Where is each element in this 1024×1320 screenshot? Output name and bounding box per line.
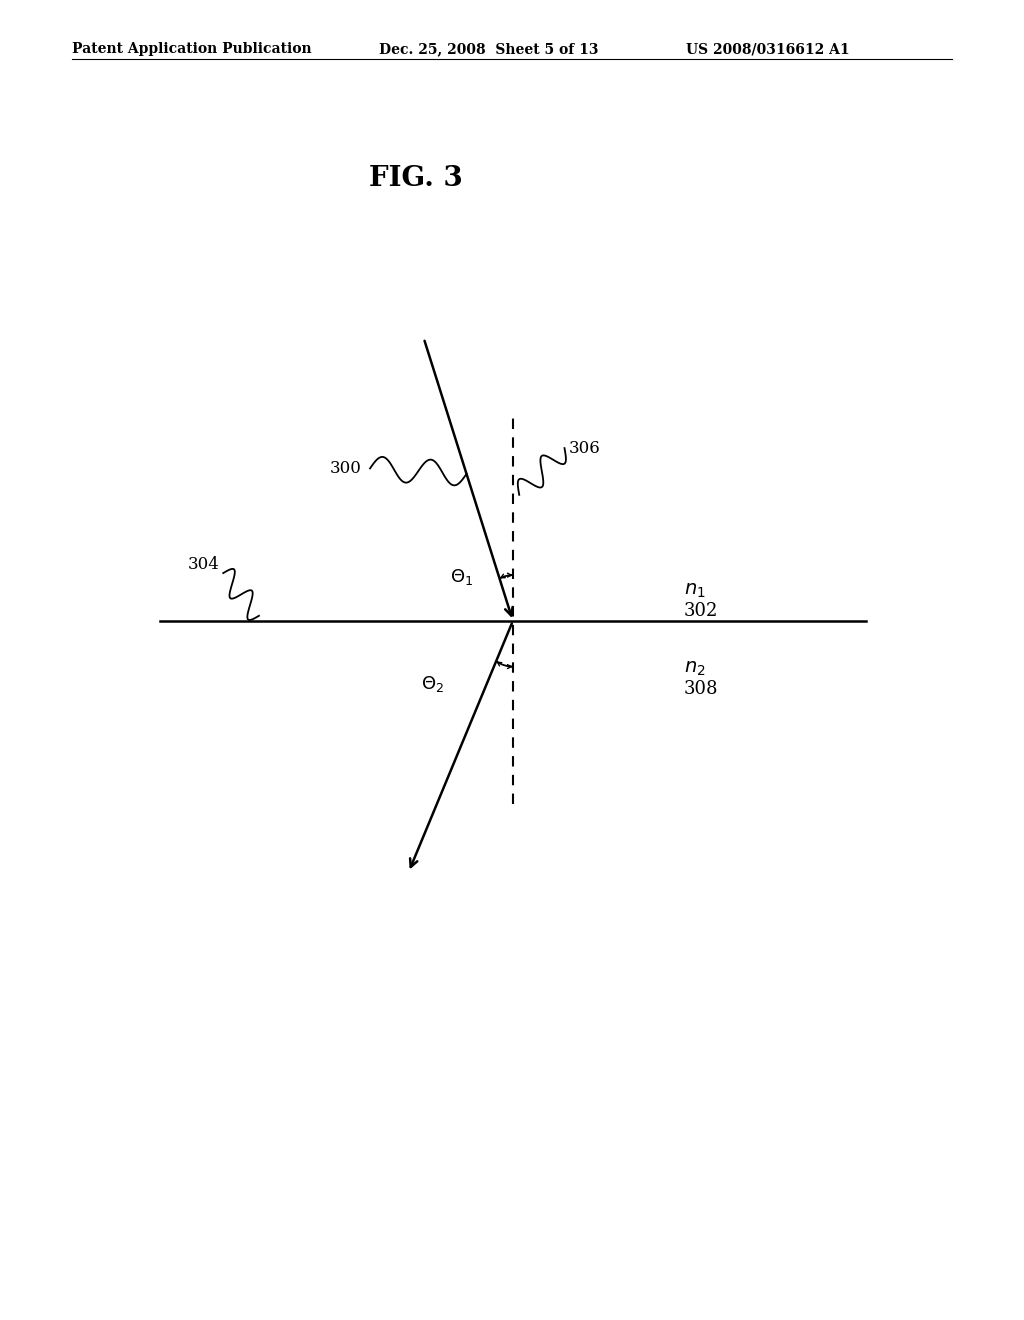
Text: $\Theta_1$: $\Theta_1$ — [450, 568, 473, 587]
Text: $\Theta_2$: $\Theta_2$ — [421, 675, 443, 694]
Text: FIG. 3: FIG. 3 — [369, 165, 463, 191]
Text: 306: 306 — [568, 440, 600, 457]
Text: $n_1$: $n_1$ — [684, 581, 706, 599]
Text: Patent Application Publication: Patent Application Publication — [72, 42, 311, 57]
Text: 304: 304 — [187, 557, 219, 573]
Text: 302: 302 — [684, 602, 718, 619]
Text: $n_2$: $n_2$ — [684, 660, 706, 677]
Text: Dec. 25, 2008  Sheet 5 of 13: Dec. 25, 2008 Sheet 5 of 13 — [379, 42, 598, 57]
Text: 308: 308 — [684, 680, 718, 698]
Text: US 2008/0316612 A1: US 2008/0316612 A1 — [686, 42, 850, 57]
Text: 300: 300 — [330, 459, 362, 477]
